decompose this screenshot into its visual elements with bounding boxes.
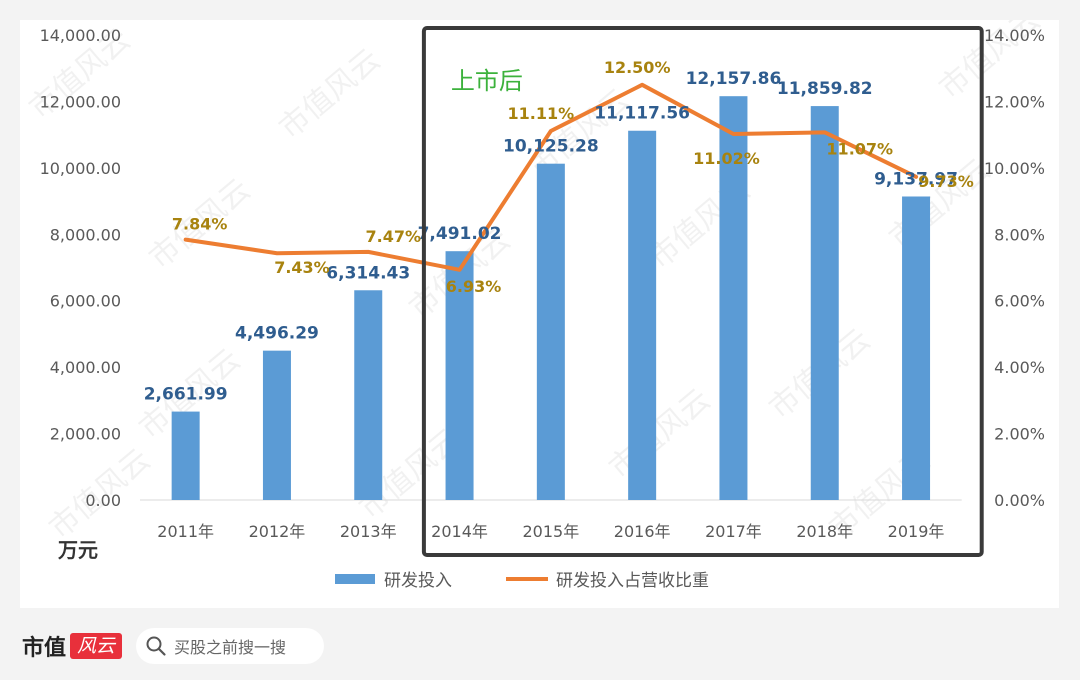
x-tick-label: 2015年 — [522, 522, 579, 541]
search-box[interactable]: 买股之前搜一搜 — [136, 628, 325, 664]
y-right-tick-label: 14.00% — [984, 26, 1045, 45]
label-layer: 2,661.99 4,496.29 6,314.43 7,491.02 10,125.2… — [144, 58, 974, 405]
legend-label-line: 研发投入占营收比重 — [556, 571, 709, 591]
axis-layer: 0.00 2,000.00 4,000.00 6,000.00 8,000.00 10,0… — [40, 26, 1045, 562]
line-data-label: 7.47% — [365, 227, 421, 246]
annotation-label: 上市后 — [451, 67, 523, 95]
y-right-tick-label: 0.00% — [994, 491, 1045, 510]
search-icon — [146, 636, 166, 656]
y-right-tick-label: 10.00% — [984, 159, 1045, 178]
line-data-label: 11.07% — [826, 139, 893, 158]
search-placeholder: 买股之前搜一搜 — [174, 638, 287, 657]
highlight-box — [421, 26, 984, 557]
x-tick-label: 2012年 — [249, 522, 306, 541]
line-data-label: 9.73% — [918, 172, 974, 191]
y-right-tick-label: 6.00% — [994, 292, 1045, 311]
y-left-tick-label: 8,000.00 — [50, 225, 121, 244]
line-data-label: 11.02% — [693, 149, 760, 168]
bar — [354, 290, 383, 500]
bar-data-label: 10,125.28 — [503, 137, 599, 157]
x-tick-label: 2018年 — [796, 522, 853, 541]
line-data-label: 11.11% — [508, 104, 575, 123]
bar-data-label: 11,117.56 — [594, 104, 690, 124]
legend-swatch-bar — [335, 574, 375, 584]
y-left-tick-label: 10,000.00 — [40, 159, 121, 178]
y-left-tick-label: 14,000.00 — [40, 26, 121, 45]
ratio-line — [183, 82, 919, 272]
line-layer — [183, 82, 919, 272]
line-data-label: 6.93% — [446, 277, 502, 296]
line-data-label: 12.50% — [604, 58, 671, 77]
chart-card: 市值风云 市值风云 市值风云 市值风云 市值风云 市值风云 市值风云 市值风云 市值风云 市值风云… — [20, 20, 1059, 608]
x-tick-label: 2019年 — [888, 522, 945, 541]
y-left-unit-label: 万元 — [57, 538, 98, 562]
legend-label-bar: 研发投入 — [384, 571, 452, 591]
bar-data-label: 12,157.86 — [686, 69, 782, 89]
x-tick-label: 2017年 — [705, 522, 762, 541]
brand-logo: 风云 — [70, 633, 123, 659]
watermark-text: 市值风云 — [603, 382, 717, 486]
y-right-tick-label: 2.00% — [994, 425, 1045, 444]
y-right-tick-label: 8.00% — [994, 225, 1045, 244]
y-left-tick-label: 4,000.00 — [50, 358, 121, 377]
brand-name: 市值 — [22, 636, 67, 661]
x-tick-label: 2011年 — [157, 522, 214, 541]
y-right-tick-label: 4.00% — [994, 358, 1045, 377]
bar — [536, 163, 565, 501]
bar-data-label: 6,314.43 — [326, 263, 410, 283]
y-right-tick-label: 12.00% — [984, 92, 1045, 111]
bar-layer — [171, 96, 931, 501]
bar-data-label: 9,137.97 — [874, 169, 958, 189]
bar-data-label: 4,496.29 — [235, 324, 319, 344]
bar — [719, 96, 748, 500]
x-tick-label: 2014年 — [431, 522, 488, 541]
bar — [810, 106, 839, 501]
watermark-text: 市值风云 — [273, 42, 387, 146]
y-left-tick-label: 12,000.00 — [40, 92, 121, 111]
footer: 市值 风云 买股之前搜一搜 — [18, 626, 325, 666]
line-data-label: 7.43% — [274, 258, 330, 277]
legend-layer: 研发投入 研发投入占营收比重 — [335, 571, 709, 591]
y-left-tick-label: 2,000.00 — [50, 425, 121, 444]
highlight-box-layer: 上市后 — [421, 26, 984, 557]
bar — [628, 130, 657, 500]
bar — [171, 411, 200, 500]
x-tick-label: 2013年 — [340, 522, 397, 541]
line-data-label: 7.84% — [172, 215, 228, 234]
bar — [902, 196, 931, 500]
bar — [445, 251, 474, 500]
x-tick-label: 2016年 — [614, 522, 671, 541]
bar-data-label: 7,491.02 — [418, 224, 502, 244]
bar-data-label: 11,859.82 — [777, 79, 873, 99]
y-left-tick-label: 6,000.00 — [50, 292, 121, 311]
bar-data-label: 2,661.99 — [144, 385, 228, 405]
y-left-tick-label: 0.00 — [85, 491, 121, 510]
bar — [262, 350, 291, 500]
